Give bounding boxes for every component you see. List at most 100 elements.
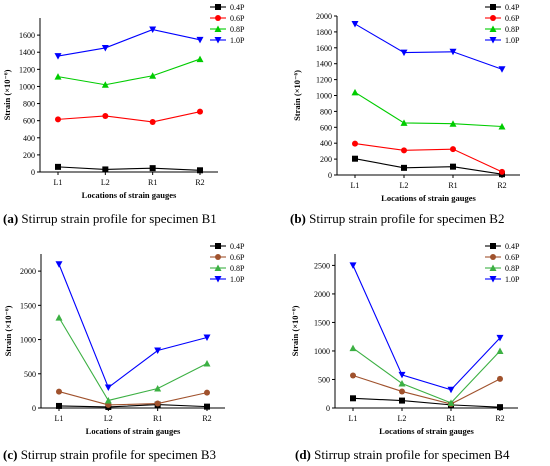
data-point-c-3 <box>154 347 162 355</box>
data-point-a-1 <box>149 118 156 125</box>
legend-label-c: 0.6P <box>230 253 245 262</box>
data-point-a-0 <box>102 166 109 173</box>
data-point-b-2 <box>449 120 457 127</box>
legend-label-a: 1.0P <box>230 36 245 45</box>
data-point-b-1 <box>401 147 407 154</box>
y-axis-title-a: Strain (×10⁻⁶) <box>2 69 12 120</box>
series-c-2 <box>55 314 211 404</box>
x-tick-label-b: R2 <box>497 181 506 190</box>
data-point-c-2 <box>203 360 211 367</box>
axes-d: 0 500 1000 1500 2000 2500 L1 L2 R1 R2 <box>314 254 518 423</box>
data-point-d-2 <box>349 344 357 352</box>
data-point-a-2 <box>149 72 157 79</box>
data-point-a-3 <box>196 36 204 44</box>
y-tick-label-b: 600 <box>320 123 332 132</box>
y-tick-label-b: 2000 <box>316 12 332 21</box>
y-axis-title-b: Strain (×10⁻⁶) <box>292 70 302 121</box>
legend-label-a: 0.6P <box>230 14 245 23</box>
y-tick-label-d: 2500 <box>314 261 330 270</box>
series-c-0 <box>56 401 210 410</box>
data-point-b-3 <box>400 49 408 57</box>
x-tick-label-a: R1 <box>148 178 157 187</box>
data-point-c-0 <box>204 403 210 410</box>
legend-label-b: 0.6P <box>505 14 520 23</box>
data-point-d-2 <box>398 379 406 387</box>
data-point-d-0 <box>399 397 405 404</box>
data-point-c-1 <box>154 400 161 407</box>
data-point-b-1 <box>450 146 456 153</box>
legend-swatch-marker-c <box>215 243 221 249</box>
y-tick-label-b: 200 <box>320 155 332 164</box>
series-b-2 <box>351 88 506 130</box>
y-tick-label-a: 600 <box>23 117 35 126</box>
caption-c-text: Stirrup strain profile for specimen B3 <box>17 447 217 462</box>
series-line-c-3 <box>58 264 208 389</box>
data-point-b-0 <box>450 163 456 170</box>
legend-label-b: 1.0P <box>505 36 520 45</box>
chart-c-svg: 0 500 1000 1500 2000 L1 L2 R1 R2 Locations of str… <box>3 242 245 436</box>
x-tick-label-c: R1 <box>153 414 162 423</box>
legend-swatch-marker-d <box>489 264 497 271</box>
data-point-a-0 <box>55 163 61 170</box>
series-line-d-1 <box>352 374 501 405</box>
chart-panel-d: 0 500 1000 1500 2000 2500 L1 L2 R1 R2 Locations of… <box>275 236 550 441</box>
series-line-d-2 <box>352 347 501 404</box>
chart-a-svg: 0 200 400 600 800 1000 1200 1400 1600 L1 L2 R1 R2 Loc… <box>2 3 245 200</box>
y-tick-label-d: 500 <box>318 375 330 384</box>
series-line-b-1 <box>354 143 503 173</box>
data-point-b-2 <box>351 88 359 96</box>
y-tick-label-d: 1000 <box>314 347 330 356</box>
series-line-a-0 <box>57 166 201 171</box>
y-tick-label-b: 800 <box>320 107 332 116</box>
legend-swatch-marker-d <box>490 254 496 260</box>
y-axis-title-d: Strain (×10⁻⁶) <box>290 305 300 356</box>
data-point-c-2 <box>55 314 63 321</box>
caption-c: (c) Stirrup strain profile for specimen … <box>3 447 216 463</box>
legend-swatch-marker-b <box>490 15 496 21</box>
series-line-d-3 <box>352 265 501 391</box>
x-tick-label-b: R1 <box>448 181 457 190</box>
data-point-b-3 <box>351 20 359 28</box>
legend-swatch-marker-c <box>215 254 221 260</box>
y-tick-label-b: 1000 <box>316 92 332 101</box>
legend-label-d: 0.6P <box>505 253 520 262</box>
y-tick-label-c: 500 <box>24 370 36 379</box>
y-tick-label-b: 1600 <box>316 44 332 53</box>
data-point-c-2 <box>104 396 112 404</box>
y-tick-label-b: 400 <box>320 139 332 148</box>
series-line-a-3 <box>57 28 201 57</box>
x-tick-label-a: L2 <box>101 178 110 187</box>
series-line-c-1 <box>58 391 208 406</box>
series-line-d-0 <box>352 397 501 408</box>
series-a-3 <box>54 26 204 60</box>
data-point-d-3 <box>496 334 504 342</box>
legend-label-c: 0.4P <box>230 242 245 251</box>
data-point-b-1 <box>499 168 505 175</box>
data-point-c-3 <box>104 384 112 391</box>
series-line-a-2 <box>57 58 201 86</box>
x-tick-label-d: R1 <box>446 414 455 423</box>
series-d-3 <box>349 262 504 394</box>
data-point-a-0 <box>197 167 203 174</box>
data-point-a-0 <box>149 165 156 172</box>
data-point-c-0 <box>56 402 62 409</box>
data-point-a-1 <box>55 116 61 123</box>
data-point-d-2 <box>447 399 455 406</box>
y-tick-label-a: 1200 <box>19 65 35 74</box>
y-tick-label-a: 1400 <box>19 48 35 57</box>
data-point-a-3 <box>54 53 62 60</box>
x-tick-label-d: L2 <box>398 414 407 423</box>
legend-swatch-marker-a <box>214 25 222 32</box>
legend-a: 0.4P 0.6P 0.8P 1.0P <box>210 3 245 45</box>
data-point-b-2 <box>400 119 408 126</box>
caption-b: (b) Stirrup strain profile for specimen … <box>290 211 504 227</box>
data-point-b-0 <box>352 155 358 162</box>
x-tick-label-b: L1 <box>351 181 360 190</box>
caption-c-letter: (c) <box>3 447 18 462</box>
series-line-b-2 <box>354 91 503 128</box>
legend-swatch-marker-d <box>489 276 497 283</box>
y-tick-label-a: 800 <box>23 100 35 109</box>
y-tick-label-a: 400 <box>23 134 35 143</box>
caption-d: (d) Stirrup strain profile for specimen … <box>295 447 509 463</box>
caption-a: (a) Stirrup strain profile for specimen … <box>3 211 217 227</box>
